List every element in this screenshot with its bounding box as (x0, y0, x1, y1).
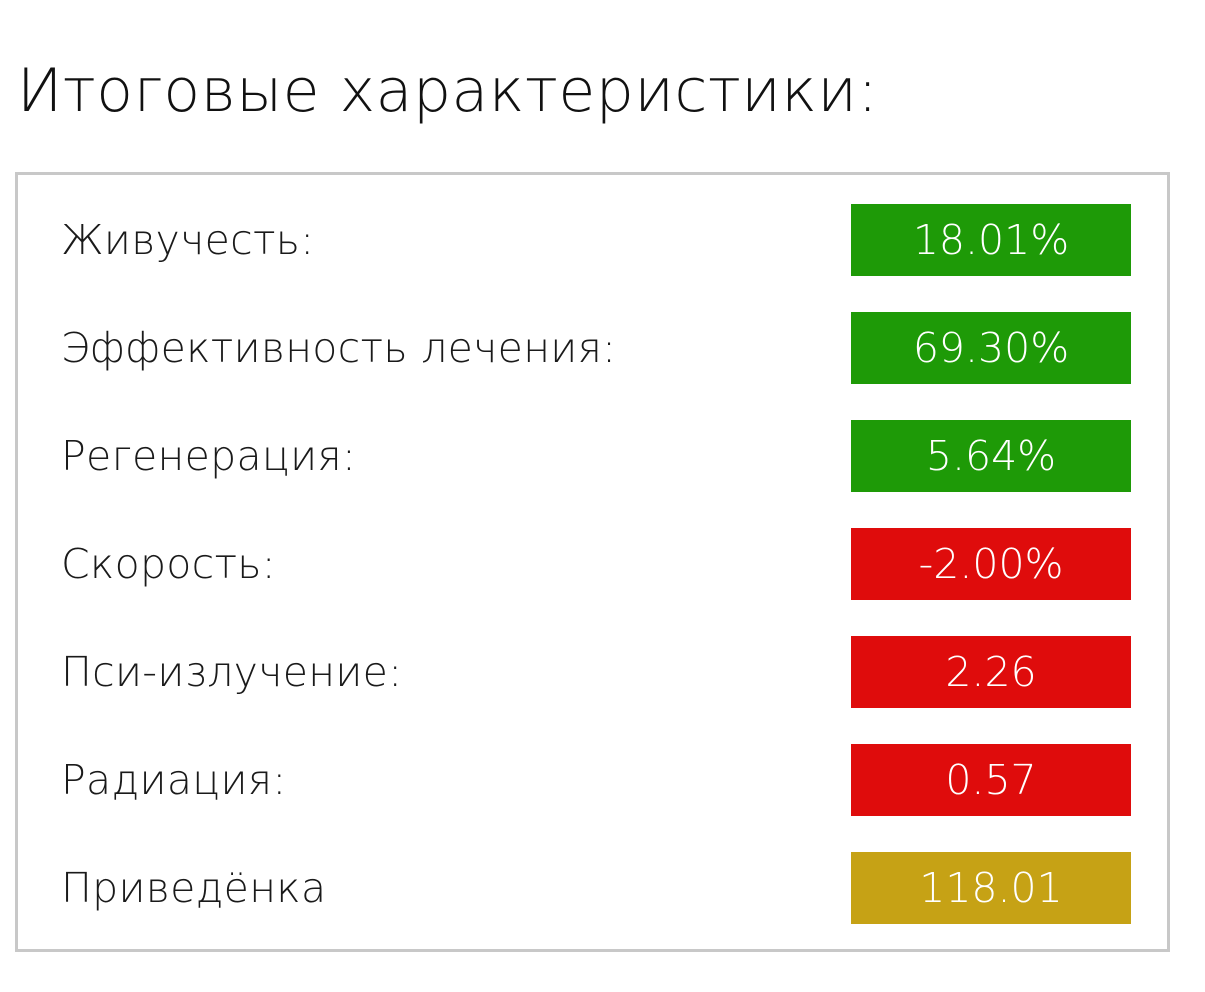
stat-row-reduced: Приведёнка 118.01 (18, 852, 1167, 924)
stat-value-healing-efficiency: 69.30% (851, 312, 1131, 384)
stat-value-vitality: 18.01% (851, 204, 1131, 276)
stat-label-reduced: Приведёнка (61, 864, 327, 912)
stat-label-radiation: Радиация: (61, 756, 287, 804)
page-title: Итоговые характеристики: (17, 56, 879, 126)
stat-label-healing-efficiency: Эффективность лечения: (61, 324, 617, 372)
stat-label-regeneration: Регенерация: (61, 432, 357, 480)
stat-row-vitality: Живучесть: 18.01% (18, 204, 1167, 276)
stat-value-regeneration: 5.64% (851, 420, 1131, 492)
stats-panel: Живучесть: 18.01% Эффективность лечения:… (15, 172, 1170, 952)
stat-row-healing-efficiency: Эффективность лечения: 69.30% (18, 312, 1167, 384)
stat-value-psi-radiation: 2.26 (851, 636, 1131, 708)
stat-row-regeneration: Регенерация: 5.64% (18, 420, 1167, 492)
stat-row-radiation: Радиация: 0.57 (18, 744, 1167, 816)
stat-label-psi-radiation: Пси-излучение: (61, 648, 403, 696)
stat-label-speed: Скорость: (61, 540, 276, 588)
stat-value-radiation: 0.57 (851, 744, 1131, 816)
stat-value-speed: -2.00% (851, 528, 1131, 600)
stat-value-reduced: 118.01 (851, 852, 1131, 924)
stat-row-speed: Скорость: -2.00% (18, 528, 1167, 600)
stat-label-vitality: Живучесть: (61, 216, 315, 264)
stat-row-psi-radiation: Пси-излучение: 2.26 (18, 636, 1167, 708)
